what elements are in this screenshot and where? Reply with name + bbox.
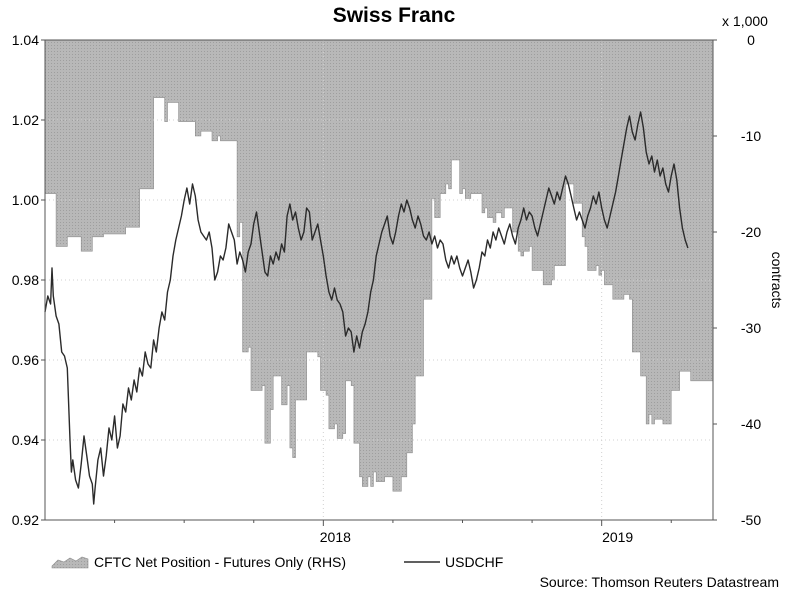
left-tick-label: 1.04: [12, 32, 39, 48]
right-tick-label: -20: [741, 224, 761, 240]
left-tick-label: 0.96: [12, 352, 39, 368]
legend-label-usdchf: USDCHF: [445, 554, 503, 570]
left-tick-label: 0.92: [12, 512, 39, 528]
right-tick-label: -10: [741, 128, 761, 144]
right-axis-multiplier: x 1,000: [722, 13, 768, 29]
chart-title: Swiss Franc: [333, 4, 456, 27]
left-axis: 0.92 0.94 0.96 0.98 1.00 1.02 1.04: [12, 32, 45, 528]
right-tick-label: -50: [741, 512, 761, 528]
x-axis: 2018 2019: [114, 520, 672, 545]
right-axis: 0 -10 -20 -30 -40 -50: [713, 32, 761, 528]
legend: CFTC Net Position - Futures Only (RHS) U…: [51, 554, 503, 570]
left-tick-label: 1.00: [12, 192, 39, 208]
usdchf-line: [44, 111, 689, 505]
left-tick-label: 0.98: [12, 272, 39, 288]
left-tick-label: 1.02: [12, 112, 39, 128]
right-axis-label: contracts: [769, 252, 785, 309]
cftc-net-position-area: [44, 39, 714, 492]
source-note: Source: Thomson Reuters Datastream: [540, 574, 779, 590]
right-tick-label: -30: [741, 320, 761, 336]
left-tick-label: 0.94: [12, 432, 39, 448]
right-tick-label: -40: [741, 416, 761, 432]
legend-label-cftc: CFTC Net Position - Futures Only (RHS): [94, 554, 346, 570]
right-tick-label: 0: [747, 32, 755, 48]
grid-lines: [45, 40, 713, 520]
x-tick-label: 2019: [602, 529, 633, 545]
x-tick-label: 2018: [320, 529, 351, 545]
legend-swatch-cftc: [51, 556, 89, 569]
